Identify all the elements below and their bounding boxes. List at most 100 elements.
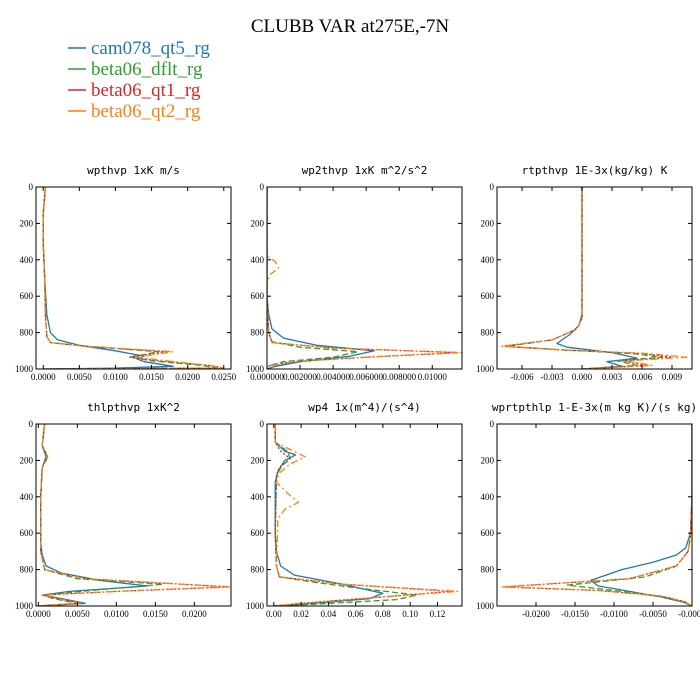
legend-label-beta06_qt2_rg: beta06_qt2_rg xyxy=(91,101,201,122)
panel-title: wprtpthlp 1-E-3x(m kg K)/(s kg) xyxy=(492,401,697,414)
y-tick-label: 800 xyxy=(251,565,265,575)
y-tick-label: 200 xyxy=(20,455,34,465)
x-tick-label: 0.0200 xyxy=(175,372,200,382)
x-tick-label: 0.008000 xyxy=(382,372,416,382)
plot-frame xyxy=(266,423,463,607)
y-tick-label: 0 xyxy=(29,419,34,429)
plot-frame xyxy=(496,186,693,370)
x-tick-label: 0.10 xyxy=(402,609,418,619)
y-tick-label: 600 xyxy=(20,528,34,538)
x-tick-label: 0.000000 xyxy=(250,372,284,382)
series-group xyxy=(267,187,462,369)
y-tick-label: 800 xyxy=(20,565,34,575)
y-tick-label: 800 xyxy=(20,328,34,338)
series-line-cam078_qt5_rg xyxy=(589,424,692,606)
series-line-beta06_dflt_rg xyxy=(506,187,663,369)
x-tick-label: -0.0100 xyxy=(600,609,628,619)
y-tick-label: 400 xyxy=(251,492,265,502)
panel-title: rtpthvp 1E-3x(kg/kg) K xyxy=(522,164,668,177)
panel-title: wp4 1x(m^4)/(s^4) xyxy=(308,401,421,414)
series-line-beta06_qt2_rg xyxy=(273,424,459,606)
y-tick-label: 800 xyxy=(481,565,495,575)
x-tick-label: 0.08 xyxy=(375,609,391,619)
x-tick-label: 0.0100 xyxy=(103,372,128,382)
series-line-cam078_qt5_rg xyxy=(556,187,638,369)
series-group xyxy=(500,424,692,606)
y-tick-label: 0 xyxy=(260,419,265,429)
x-tick-label: 0.004000 xyxy=(316,372,350,382)
panel-title: thlpthvp 1xK^2 xyxy=(87,401,180,414)
x-tick-label: -0.0000 xyxy=(678,609,700,619)
x-tick-label: 0.0000 xyxy=(31,372,56,382)
series-line-beta06_dflt_rg xyxy=(38,424,164,606)
figure-title: CLUBB VAR at275E,-7N xyxy=(251,16,450,37)
series-group xyxy=(501,187,688,369)
x-tick-label: 0.006000 xyxy=(349,372,383,382)
x-tick-label: 0.002000 xyxy=(283,372,317,382)
series-line-beta06_dflt_rg xyxy=(267,187,359,369)
series-line-beta06_qt2_rg xyxy=(267,187,462,369)
y-tick-label: 200 xyxy=(20,218,34,228)
y-tick-label: 0 xyxy=(29,182,34,192)
series-line-beta06_qt2_rg xyxy=(500,424,692,606)
y-tick-label: 600 xyxy=(251,291,265,301)
x-tick-label: 0.0050 xyxy=(67,372,92,382)
series-line-beta06_qt2_rg xyxy=(42,187,225,369)
series-group xyxy=(38,424,231,606)
x-tick-label: 0.0150 xyxy=(139,372,164,382)
series-line-cam078_qt5_rg xyxy=(267,187,376,369)
x-tick-label: 0.01000 xyxy=(418,372,448,382)
x-tick-label: -0.006 xyxy=(510,372,534,382)
y-tick-label: 400 xyxy=(20,255,34,265)
y-tick-label: 1000 xyxy=(246,601,265,611)
series-line-beta06_qt2_rg xyxy=(501,187,688,369)
chart-panel-2: wp2thvp 1xK m^2/s^2020040060080010000.00… xyxy=(246,164,463,382)
legend-label-beta06_dflt_rg: beta06_dflt_rg xyxy=(91,59,203,80)
y-tick-label: 400 xyxy=(481,255,495,265)
plot-frame xyxy=(35,423,232,607)
x-tick-label: 0.12 xyxy=(430,609,446,619)
y-tick-label: 1000 xyxy=(246,364,265,374)
series-line-beta06_qt1_rg xyxy=(504,424,692,606)
y-tick-label: 0 xyxy=(260,182,265,192)
x-tick-label: 0.0000 xyxy=(26,609,51,619)
y-tick-label: 1000 xyxy=(15,364,34,374)
y-tick-label: 800 xyxy=(481,328,495,338)
y-tick-label: 200 xyxy=(481,455,495,465)
x-tick-label: -0.0200 xyxy=(522,609,550,619)
y-tick-label: 0 xyxy=(490,182,495,192)
series-group xyxy=(42,187,225,369)
x-tick-label: 0.006 xyxy=(632,372,653,382)
y-tick-label: 600 xyxy=(481,528,495,538)
series-line-cam078_qt5_rg xyxy=(42,187,174,369)
series-line-beta06_qt1_rg xyxy=(267,187,458,369)
plot-frame xyxy=(35,186,232,370)
y-tick-label: 400 xyxy=(20,492,34,502)
y-tick-label: 600 xyxy=(481,291,495,301)
x-tick-label: 0.0050 xyxy=(65,609,90,619)
legend-label-cam078_qt5_rg: cam078_qt5_rg xyxy=(91,38,210,59)
x-tick-label: 0.0100 xyxy=(104,609,129,619)
y-tick-label: 400 xyxy=(481,492,495,502)
series-line-beta06_qt2_rg xyxy=(38,424,231,606)
chart-panel-6: wprtpthlp 1-E-3x(m kg K)/(s kg) 0 200 400 60… xyxy=(476,401,700,619)
plot-frame xyxy=(496,423,693,607)
y-tick-label: 0 xyxy=(490,419,495,429)
x-tick-label: 0.02 xyxy=(293,609,309,619)
y-tick-label: 600 xyxy=(20,291,34,301)
y-tick-label: 1000 xyxy=(15,601,34,611)
plot-frame xyxy=(266,186,463,370)
series-line-beta06_dflt_rg xyxy=(42,187,218,369)
y-tick-label: 200 xyxy=(251,218,265,228)
series-line-beta06_qt1_rg xyxy=(38,424,231,606)
panel-title: wp2thvp 1xK m^2/s^2 xyxy=(302,164,428,177)
x-tick-label: 0.000 xyxy=(572,372,593,382)
y-tick-label: 400 xyxy=(251,255,265,265)
y-tick-label: 600 xyxy=(251,528,265,538)
y-tick-label: 1000 xyxy=(476,601,495,611)
y-tick-label: 1000 xyxy=(476,364,495,374)
